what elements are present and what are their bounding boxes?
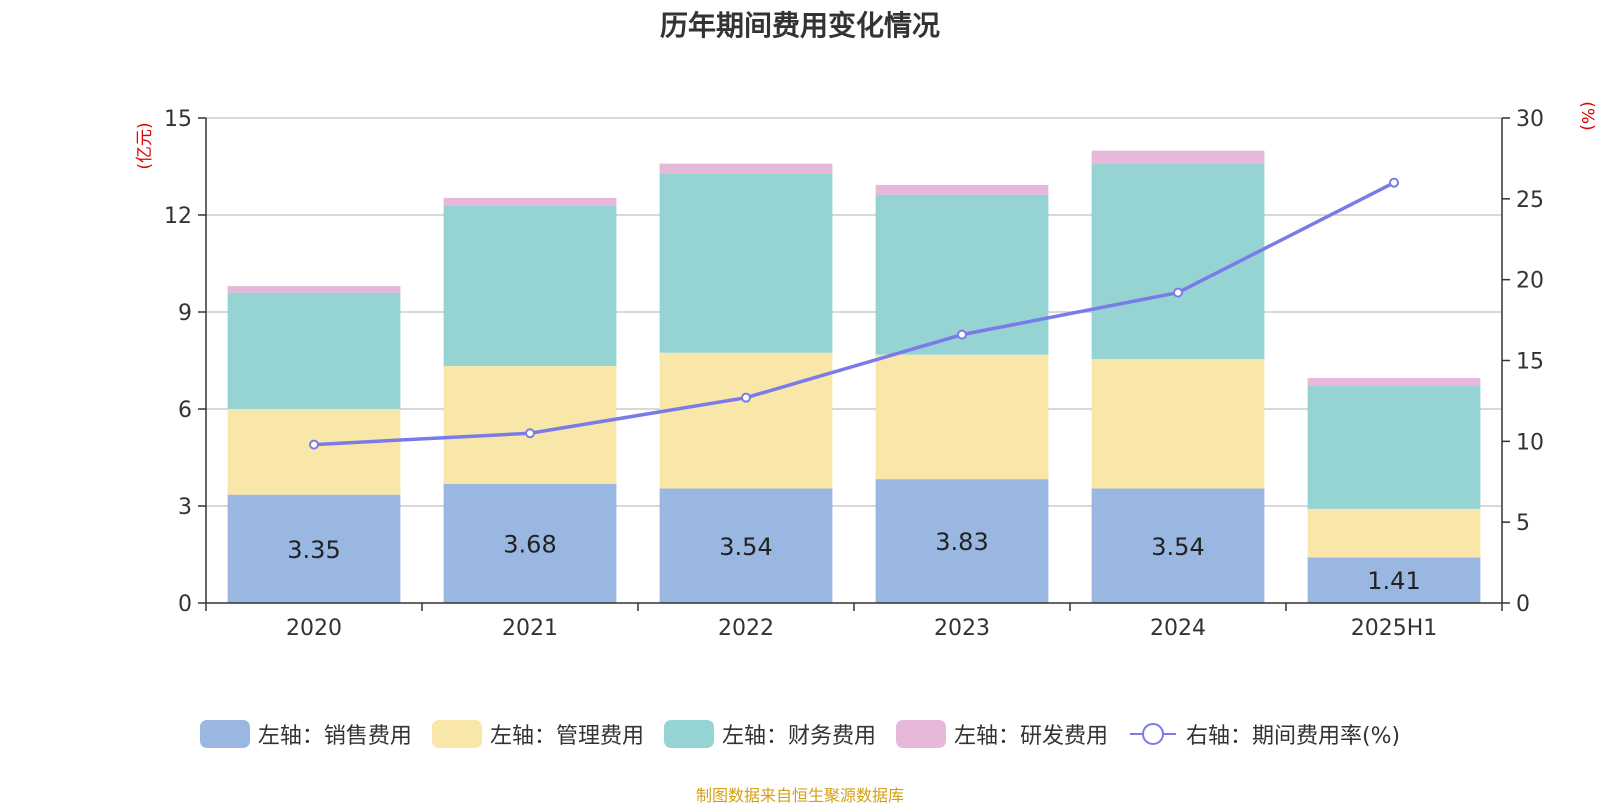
line-point-4: [1173, 287, 1183, 298]
right-tick-label: 20: [1516, 269, 1544, 294]
bar-segment-s1-2: [659, 352, 833, 489]
left-tick-label: 0: [178, 592, 192, 617]
legend-item[interactable]: 右轴：期间费用率(%): [1128, 718, 1400, 750]
legend-line-marker-icon: [1129, 723, 1176, 745]
data-label: 3.54: [719, 533, 772, 561]
legend-item[interactable]: 左轴：管理费用: [431, 718, 644, 750]
left-tick-label: 15: [164, 107, 192, 132]
line-point-1: [525, 428, 535, 439]
bar-segment-s0-3: [875, 479, 1049, 603]
right-tick-label: 0: [1516, 592, 1530, 617]
legend-item[interactable]: 左轴：财务费用: [663, 718, 876, 750]
line-point-2: [741, 392, 751, 403]
bar-segment-s2-3: [875, 194, 1049, 355]
left-tick-label: 9: [178, 301, 192, 326]
source-note: 制图数据来自恒生聚源数据库: [695, 786, 904, 805]
left-tick-label: 3: [178, 495, 192, 520]
left-axis-unit: (亿元): [135, 122, 155, 169]
left-tick-label: 12: [164, 204, 192, 229]
legend: 左轴：销售费用 左轴：管理费用 左轴：财务费用 左轴：研发费用 右轴：期间费用率(%): [0, 718, 1600, 750]
bar-segment-s3-0: [227, 286, 401, 293]
bar-segment-s1-3: [875, 354, 1049, 480]
legend-swatch: [431, 720, 482, 748]
bar-segment-s1-5: [1307, 508, 1481, 558]
chart-title: 历年期间费用变化情况: [659, 9, 940, 42]
right-tick-label: 25: [1516, 188, 1544, 213]
legend-label: 左轴：财务费用: [721, 724, 876, 749]
x-tick-label: 2023: [934, 616, 990, 641]
line-point-3: [957, 329, 967, 340]
bar-segment-s3-1: [443, 197, 617, 206]
line-series-rate: [313, 181, 1395, 447]
right-axis-unit: (%): [1577, 101, 1597, 130]
bar-segment-s0-1: [443, 484, 617, 603]
right-tick-label: 15: [1516, 350, 1544, 375]
legend-swatch: [663, 720, 714, 748]
bar-segment-s2-2: [659, 173, 833, 353]
bar-segment-s1-4: [1091, 359, 1265, 489]
bar-segment-s0-0: [227, 494, 401, 603]
data-label: 3.35: [287, 536, 340, 564]
right-tick-label: 30: [1516, 107, 1544, 132]
right-tick-label: 5: [1516, 511, 1530, 536]
bar-segment-s1-0: [227, 409, 401, 495]
bar-segment-s0-2: [659, 488, 833, 603]
legend-swatch: [895, 720, 946, 748]
x-tick-label: 2025H1: [1351, 616, 1438, 641]
right-tick-label: 10: [1516, 430, 1544, 455]
x-tick-label: 2022: [718, 616, 774, 641]
data-label: 3.83: [935, 528, 988, 556]
line-point-5: [1389, 177, 1399, 188]
data-label: 1.41: [1367, 567, 1420, 595]
bar-segment-s2-0: [227, 292, 401, 409]
bar-segment-s3-4: [1091, 150, 1265, 164]
legend-item[interactable]: 左轴：销售费用: [199, 718, 412, 750]
legend-label: 左轴：研发费用: [953, 724, 1108, 749]
legend-label: 右轴：期间费用率(%): [1185, 724, 1401, 749]
legend-label: 左轴：管理费用: [489, 724, 644, 749]
bar-segment-s3-3: [875, 184, 1049, 195]
bar-segment-s0-5: [1307, 557, 1481, 603]
bar-segment-s2-1: [443, 205, 617, 366]
legend-swatch: [199, 720, 250, 748]
x-tick-label: 2020: [286, 616, 342, 641]
bar-segment-s0-4: [1091, 488, 1265, 603]
bar-segment-s2-5: [1307, 386, 1481, 509]
line-point-0: [309, 439, 319, 450]
bar-segment-s3-2: [659, 163, 833, 174]
x-tick-label: 2021: [502, 616, 558, 641]
data-label: 3.54: [1151, 533, 1204, 561]
bar-segment-s3-5: [1307, 377, 1481, 387]
left-tick-label: 6: [178, 398, 192, 423]
data-label: 3.68: [503, 531, 556, 559]
legend-label: 左轴：销售费用: [257, 724, 412, 749]
legend-item[interactable]: 左轴：研发费用: [895, 718, 1108, 750]
x-tick-label: 2024: [1150, 616, 1206, 641]
